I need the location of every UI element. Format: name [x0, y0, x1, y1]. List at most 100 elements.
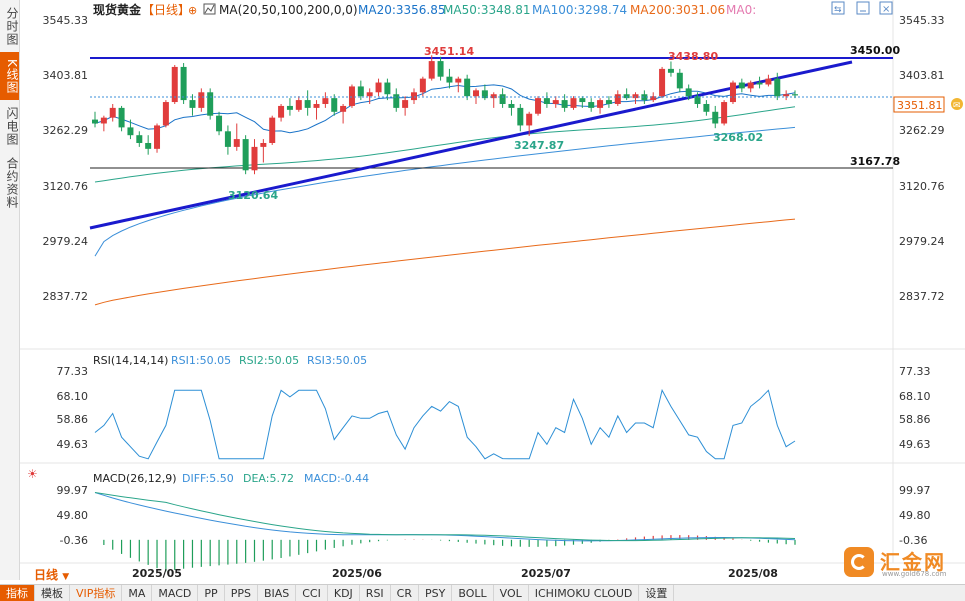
candle-body[interactable] [792, 94, 798, 96]
candle-body[interactable] [738, 82, 745, 89]
candle-body[interactable] [295, 100, 302, 110]
candle-body[interactable] [375, 82, 382, 93]
candle-body[interactable] [100, 117, 107, 124]
candle-body[interactable] [667, 68, 674, 73]
toolbar-boll[interactable]: BOLL [452, 584, 494, 601]
candle-body[interactable] [473, 90, 480, 97]
candle-body[interactable] [286, 105, 293, 110]
sync-icon[interactable] [831, 1, 845, 15]
candle-body[interactable] [410, 92, 417, 101]
candle-body[interactable] [366, 92, 373, 97]
candle-body[interactable] [419, 78, 426, 93]
candle-body[interactable] [189, 100, 196, 108]
candle-body[interactable] [614, 94, 621, 104]
candle-body[interactable] [774, 78, 781, 97]
macd-settings-icon[interactable]: ☀ [27, 467, 38, 481]
candle-body[interactable] [508, 103, 515, 108]
candle-body[interactable] [543, 98, 550, 104]
alert-bell-icon[interactable] [951, 98, 963, 110]
candle-body[interactable] [224, 131, 231, 147]
toolbar-vol[interactable]: VOL [494, 584, 529, 601]
candle-body[interactable] [207, 92, 214, 116]
candle-body[interactable] [499, 94, 506, 104]
candle-body[interactable] [216, 115, 223, 132]
toolbar-bias[interactable]: BIAS [258, 584, 297, 601]
candle-body[interactable] [127, 127, 134, 136]
candle-body[interactable] [650, 96, 657, 101]
toolbar-pps[interactable]: PPS [225, 584, 258, 601]
candle-body[interactable] [357, 86, 364, 97]
candle-body[interactable] [260, 142, 267, 147]
candle-body[interactable] [526, 113, 533, 126]
trend-line[interactable] [89, 60, 853, 230]
candle-body[interactable] [313, 103, 320, 108]
ma-chart-icon[interactable] [203, 3, 216, 15]
candle-body[interactable] [233, 139, 240, 147]
toolbar-kdj[interactable]: KDJ [328, 584, 360, 601]
tab-intraday[interactable]: 分时图 [5, 6, 19, 46]
candle-body[interactable] [623, 94, 630, 99]
candle-body[interactable] [721, 102, 728, 124]
candle-body[interactable] [747, 82, 754, 89]
candle-body[interactable] [659, 68, 666, 97]
candle-body[interactable] [331, 98, 338, 112]
close-icon[interactable] [879, 1, 893, 15]
candle-body[interactable] [676, 72, 683, 89]
toolbar-ichimoku[interactable]: ICHIMOKU CLOUD [529, 584, 640, 601]
candle-body[interactable] [251, 146, 258, 171]
toolbar-pp[interactable]: PP [198, 584, 225, 601]
toolbar-macd[interactable]: MACD [152, 584, 199, 601]
candle-body[interactable] [535, 98, 542, 114]
candle-body[interactable] [783, 94, 790, 97]
candle-body[interactable] [384, 82, 391, 95]
candle-body[interactable] [517, 107, 524, 126]
toolbar-rsi[interactable]: RSI [360, 584, 391, 601]
candle-body[interactable] [561, 100, 568, 108]
candle-body[interactable] [552, 100, 559, 104]
candle-body[interactable] [597, 100, 604, 108]
candle-body[interactable] [703, 103, 710, 112]
period-select[interactable]: 日线 ▼ [22, 567, 82, 583]
candle-body[interactable] [198, 92, 205, 108]
candle-body[interactable] [393, 94, 400, 108]
candle-body[interactable] [632, 94, 639, 99]
candle-body[interactable] [171, 66, 178, 103]
candle-body[interactable] [118, 107, 125, 128]
tab-flash[interactable]: 闪电图 [5, 106, 19, 146]
candle-body[interactable] [579, 98, 586, 103]
candle-body[interactable] [481, 90, 488, 99]
candle-body[interactable] [685, 88, 692, 97]
chart-canvas[interactable]: 现货黄金 【日线】 ⊕ MA(20,50,100,200,0,0) MA20:3… [0, 0, 965, 584]
toolbar-templates[interactable]: 模板 [35, 584, 70, 601]
candle-body[interactable] [322, 98, 329, 104]
candle-body[interactable] [570, 98, 577, 108]
toolbar-ma[interactable]: MA [122, 584, 153, 601]
candle-body[interactable] [694, 96, 701, 104]
candle-body[interactable] [765, 78, 772, 85]
minimize-icon[interactable] [856, 1, 870, 15]
candle-body[interactable] [446, 76, 453, 83]
candle-body[interactable] [154, 125, 161, 149]
candle-body[interactable] [437, 61, 444, 77]
candle-body[interactable] [756, 82, 763, 85]
candle-body[interactable] [242, 139, 249, 171]
toolbar-psy[interactable]: PSY [419, 584, 453, 601]
candle-body[interactable] [304, 100, 311, 108]
tab-kline[interactable]: K线图 [0, 52, 19, 100]
candle-body[interactable] [145, 142, 152, 149]
candle-body[interactable] [109, 107, 116, 118]
candle-body[interactable] [490, 94, 497, 99]
candle-body[interactable] [428, 61, 435, 79]
candle-body[interactable] [455, 78, 462, 83]
candle-body[interactable] [340, 105, 347, 112]
toolbar-settings[interactable]: 设置 [639, 584, 675, 601]
toolbar-cr[interactable]: CR [391, 584, 419, 601]
candle-body[interactable] [464, 78, 471, 97]
candle-body[interactable] [136, 135, 143, 143]
candle-body[interactable] [402, 100, 409, 108]
toolbar-cci[interactable]: CCI [296, 584, 328, 601]
candle-body[interactable] [269, 117, 276, 143]
candle-body[interactable] [180, 66, 187, 101]
candle-body[interactable] [348, 86, 355, 106]
settings-dot-icon[interactable]: ⊕ [188, 4, 197, 17]
